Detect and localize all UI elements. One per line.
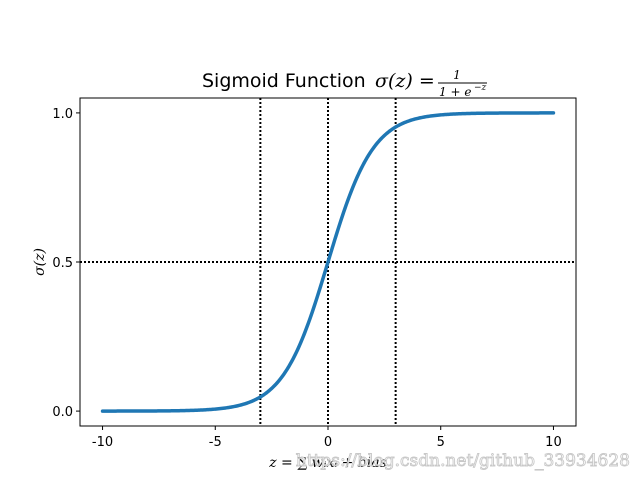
series-line-0: [100, 111, 556, 413]
chart-title-denominator: 1 + e: [439, 85, 471, 99]
y-axis-ticks: 0.0 0.5 1.0: [52, 107, 80, 420]
y-tick-label: 0.5: [52, 256, 73, 271]
x-tick-label: -10: [92, 435, 113, 450]
y-tick-label: 0.0: [52, 405, 73, 420]
chart-title: Sigmoid Function σ(z) = 1 1 + e −z: [202, 68, 487, 99]
chart-title-formula-lhs: σ(z) =: [375, 70, 435, 92]
x-axis-title: z = ∑ wᵢxᵢ + bias: [268, 455, 387, 471]
y-axis-title: σ(z): [32, 248, 48, 276]
x-axis-ticks: -10 -5 0 5 10: [92, 426, 562, 450]
y-tick-label: 1.0: [52, 107, 73, 122]
chart-title-text: Sigmoid Function: [202, 70, 366, 92]
x-tick-label: -5: [209, 435, 222, 450]
x-tick-label: 10: [545, 435, 562, 450]
x-tick-label: 0: [324, 435, 332, 450]
chart-title-numerator: 1: [453, 68, 461, 82]
chart-title-denominator-exponent: −z: [474, 83, 487, 93]
watermark-text: https://blog.csdn.net/github_33934628: [296, 451, 630, 471]
series-group: [100, 111, 556, 413]
x-tick-label: 5: [437, 435, 445, 450]
